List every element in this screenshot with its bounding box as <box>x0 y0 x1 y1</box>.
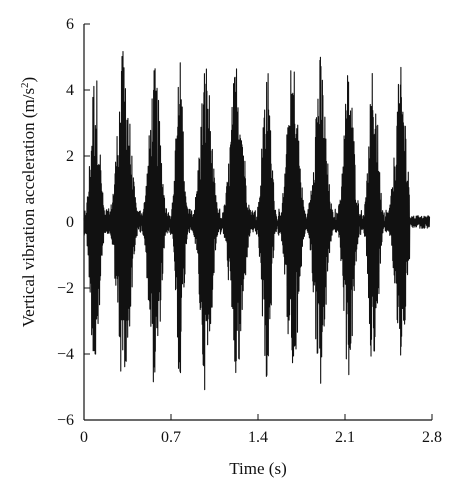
y-tick-label: 0 <box>66 214 74 231</box>
y-axis-label-superscript: 2 <box>19 82 31 88</box>
tick-labels: −6 −4 −2 0 2 4 6 0 0.7 1.4 2.1 2.8 <box>57 16 442 446</box>
x-tick-label: 2.8 <box>422 429 442 446</box>
y-axis-label-prefix: Vertical vibration acceleration (m/s <box>19 88 38 327</box>
y-tick-label: −4 <box>57 346 74 363</box>
y-tick-label: −6 <box>57 412 74 429</box>
tick-marks <box>83 23 433 421</box>
y-tick-label: 4 <box>66 82 74 99</box>
x-tick-label: 2.1 <box>335 429 355 446</box>
x-tick-label: 0 <box>80 429 88 446</box>
x-tick-label: 0.7 <box>161 429 181 446</box>
series-line-acceleration <box>83 50 431 391</box>
y-tick-label: 6 <box>66 16 74 33</box>
x-tick-label: 1.4 <box>248 429 268 446</box>
y-tick-label: 2 <box>66 148 74 165</box>
y-axis-label-suffix: ) <box>19 77 38 83</box>
x-axis-label: Time (s) <box>229 459 286 478</box>
plot-area <box>83 50 431 391</box>
y-axis-label: Vertical vibration acceleration (m/s2) <box>19 77 38 327</box>
y-tick-label: −2 <box>57 280 74 297</box>
